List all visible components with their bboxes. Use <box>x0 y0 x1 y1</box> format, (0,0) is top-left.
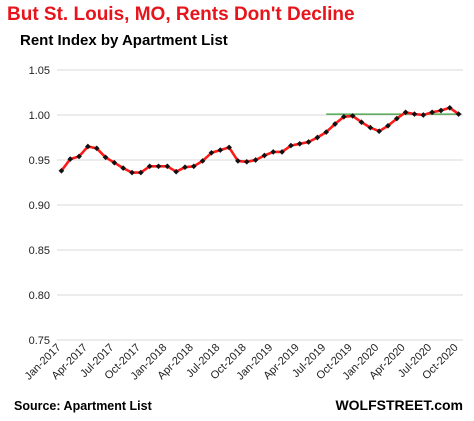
y-tick-label: 0.95 <box>29 155 50 167</box>
credit-logo: WOLFSTREET.com <box>335 397 463 413</box>
data-point <box>455 111 462 117</box>
data-point <box>243 158 250 165</box>
x-axis-ticks: Jan-2017Apr-2017Jul-2017Oct-2017Jan-2018… <box>23 342 461 383</box>
data-point <box>349 113 356 119</box>
data-point <box>341 113 347 120</box>
data-point <box>102 154 109 161</box>
y-axis-ticks: 1.05 1.00 0.95 0.90 0.85 0.80 0.75 <box>29 65 50 347</box>
data-point <box>146 163 153 170</box>
y-tick-label: 1.00 <box>29 110 50 122</box>
data-point <box>438 107 444 114</box>
data-point <box>314 134 321 141</box>
data-point <box>376 128 382 135</box>
data-point <box>111 159 118 166</box>
data-point <box>190 163 197 170</box>
data-point <box>332 121 338 127</box>
data-point <box>411 111 418 117</box>
data-point <box>279 149 285 155</box>
data-points <box>58 104 462 176</box>
y-tick-label: 0.75 <box>29 335 50 347</box>
data-point <box>120 165 127 171</box>
data-point <box>288 142 294 149</box>
chart-title: But St. Louis, MO, Rents Don't Decline <box>7 4 355 25</box>
data-point <box>235 158 241 164</box>
data-point <box>367 124 374 131</box>
gridlines <box>57 69 463 341</box>
data-point <box>67 156 74 162</box>
data-point <box>385 122 391 129</box>
data-point <box>358 119 365 126</box>
data-point <box>296 140 303 147</box>
data-point <box>420 112 427 118</box>
series-line-group <box>60 106 460 174</box>
data-point <box>446 104 453 111</box>
data-point <box>270 149 277 155</box>
data-point <box>305 139 312 145</box>
data-point <box>208 149 215 156</box>
data-point <box>155 163 162 170</box>
data-point <box>402 109 409 116</box>
data-point <box>129 169 135 176</box>
series-line <box>60 106 460 174</box>
data-point <box>226 144 232 151</box>
data-point <box>93 145 100 152</box>
data-point <box>76 153 82 160</box>
source-note: Source: Apartment List <box>14 399 152 413</box>
data-point <box>138 169 144 176</box>
data-point <box>182 164 188 171</box>
y-tick-label: 0.85 <box>29 245 50 257</box>
data-point <box>199 158 206 164</box>
data-point <box>261 152 268 159</box>
data-point <box>164 163 171 170</box>
y-tick-label: 1.05 <box>29 65 50 77</box>
data-point <box>217 147 224 153</box>
data-point <box>393 115 400 122</box>
chart-subtitle: Rent Index by Apartment List <box>20 32 228 49</box>
y-tick-label: 0.90 <box>29 200 50 212</box>
data-point <box>429 109 435 116</box>
data-point <box>252 157 259 163</box>
data-point <box>85 143 91 150</box>
data-point <box>323 129 330 135</box>
data-point <box>173 168 179 175</box>
y-tick-label: 0.80 <box>29 290 50 302</box>
